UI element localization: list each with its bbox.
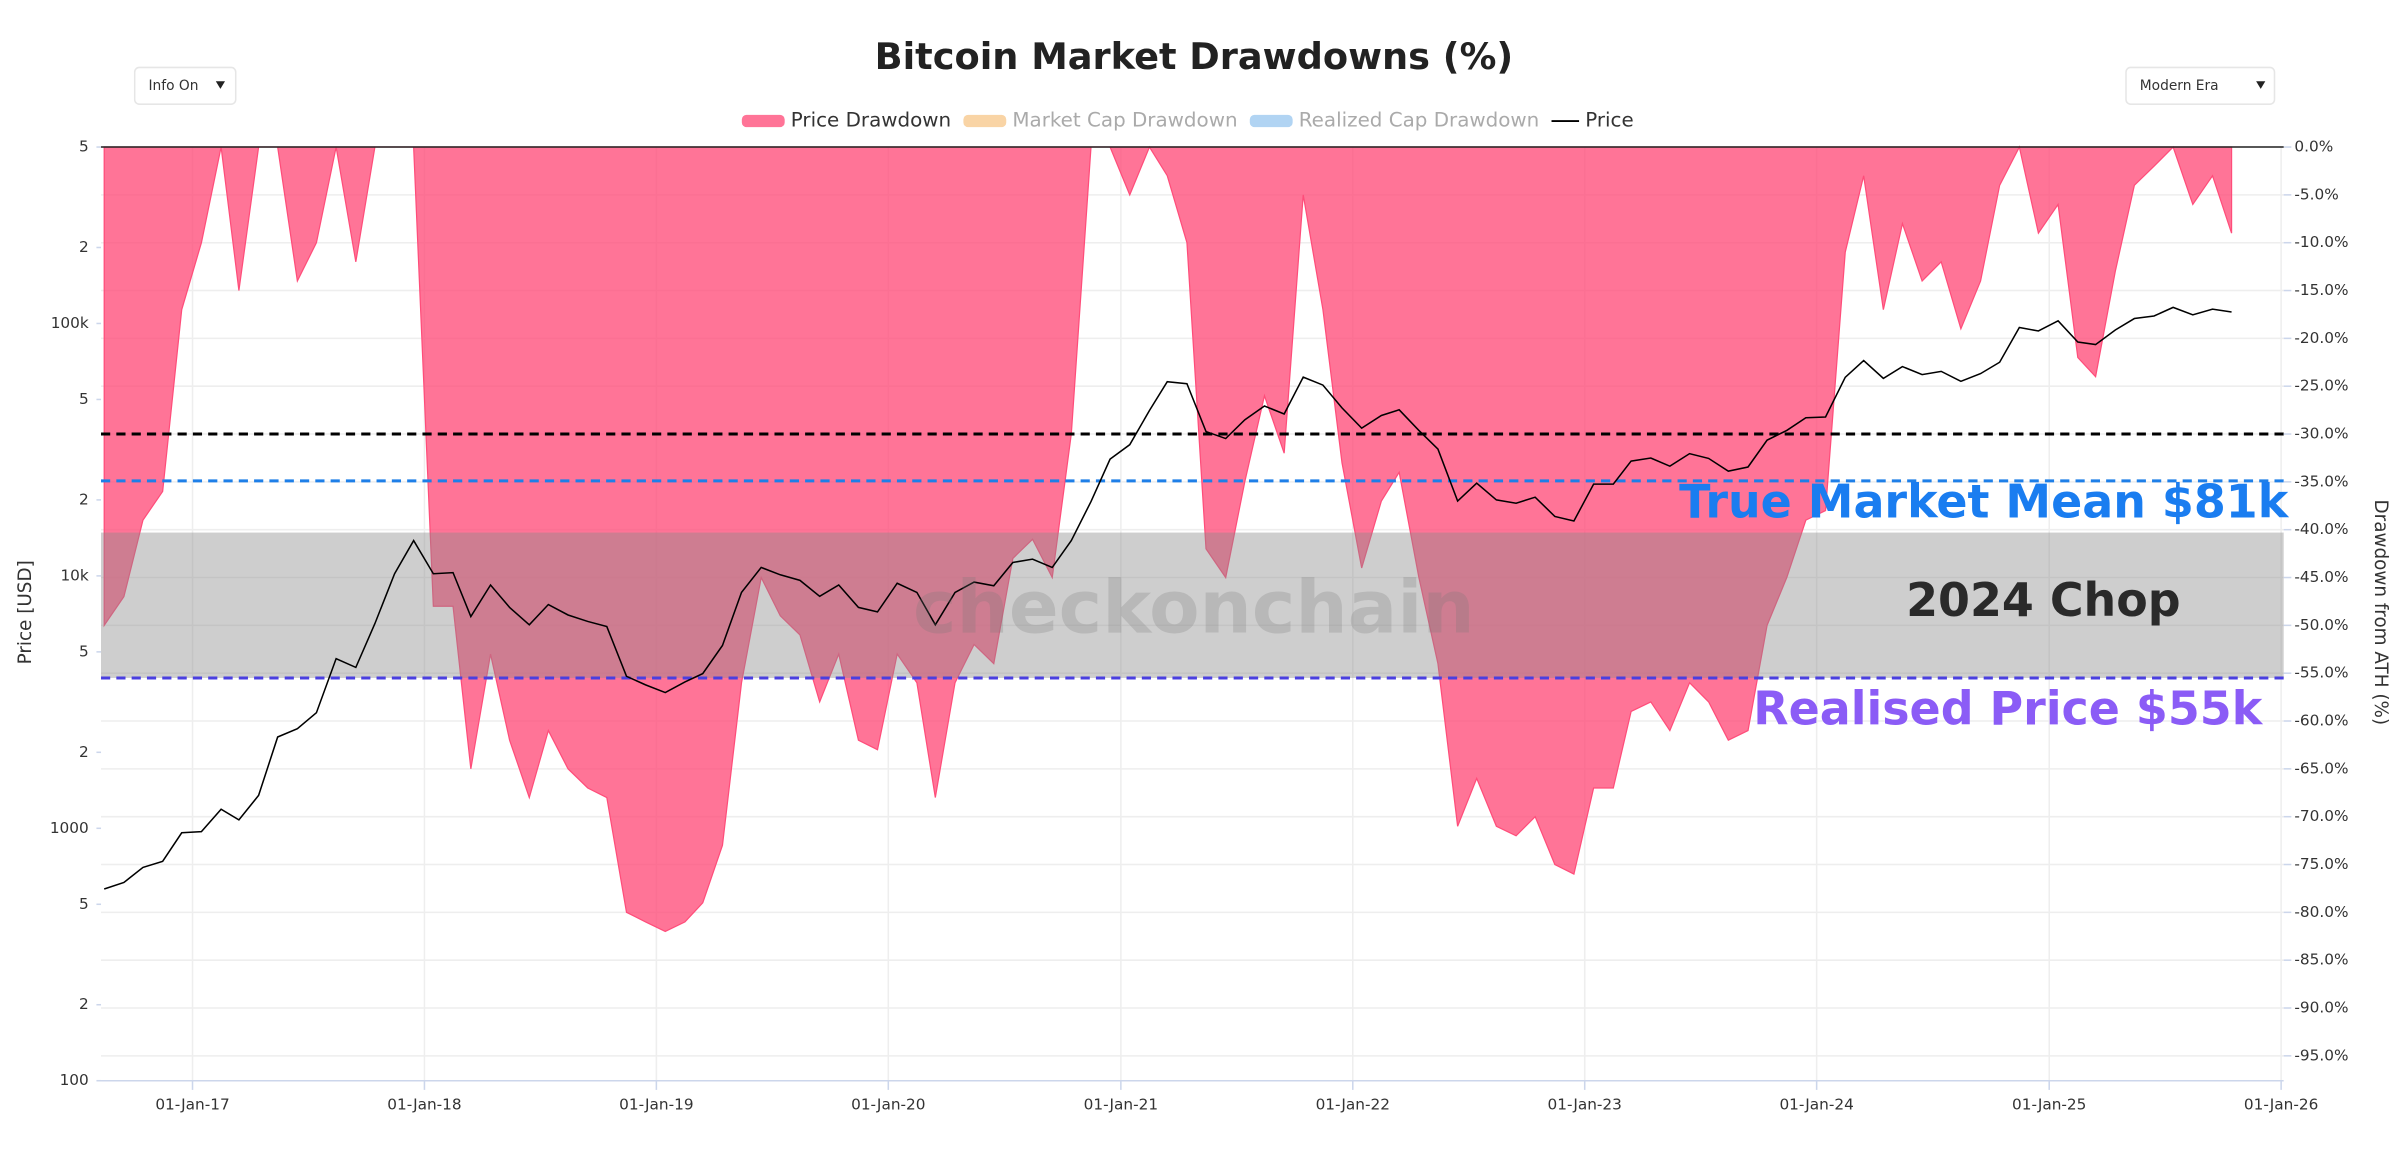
band-label: 2024 Chop — [1906, 573, 2181, 627]
watermark: checkonchain — [913, 565, 1475, 650]
legend-label[interactable]: Price Drawdown — [791, 109, 951, 132]
x-tick-label: 01-Jan-24 — [1779, 1096, 1853, 1114]
dropdown-box[interactable] — [133, 66, 237, 105]
y-tick-label: 100 — [60, 1071, 89, 1089]
y2-tick-label: -75.0% — [2294, 855, 2348, 873]
y2-tick-label: -70.0% — [2294, 807, 2348, 825]
y-tick-label: 2 — [79, 490, 89, 508]
y2-tick-label: -35.0% — [2294, 472, 2348, 490]
x-tick-label: 01-Jan-18 — [387, 1096, 461, 1114]
legend-swatch — [741, 114, 785, 128]
y-tick-label: 2 — [79, 995, 89, 1013]
price-line — [103, 306, 2232, 890]
era-dropdown[interactable]: Modern Era — [2125, 66, 2276, 105]
legend-item[interactable]: Market Cap Drawdown — [963, 109, 1238, 132]
y2-tick-label: -25.0% — [2294, 377, 2348, 395]
y-tick-label: 2 — [79, 238, 89, 256]
dropdown-label[interactable]: Modern Era — [2140, 78, 2219, 94]
y2-tick-label: 0.0% — [2294, 138, 2333, 156]
y2-axis-title: Drawdown from ATH (%) — [2370, 500, 2391, 726]
legend-item[interactable]: Price — [1551, 109, 1634, 132]
x-tick-label: 01-Jan-25 — [2012, 1096, 2086, 1114]
legend-item[interactable]: Price Drawdown — [741, 109, 951, 132]
y2-tick-label: -95.0% — [2294, 1046, 2348, 1064]
y-tick-label: 5 — [79, 138, 89, 156]
legend-label[interactable]: Realized Cap Drawdown — [1299, 109, 1540, 132]
legend-label[interactable]: Market Cap Drawdown — [1012, 109, 1237, 132]
y2-tick-label: -85.0% — [2294, 951, 2348, 969]
y-tick-label: 1000 — [50, 819, 89, 837]
y2-tick-label: -5.0% — [2294, 185, 2338, 203]
y2-tick-label: -15.0% — [2294, 281, 2348, 299]
y2-tick-label: -65.0% — [2294, 759, 2348, 777]
y-tick-label: 10k — [60, 566, 88, 584]
y2-tick-label: -30.0% — [2294, 425, 2348, 443]
x-tick-label: 01-Jan-22 — [1316, 1096, 1390, 1114]
y2-tick-label: -60.0% — [2294, 712, 2348, 730]
legend-swatch — [1249, 114, 1293, 128]
dropdown-arrow — [2256, 81, 2266, 89]
dropdown-label[interactable]: Info On — [148, 78, 198, 94]
x-tick-label: 01-Jan-21 — [1084, 1096, 1158, 1114]
legend: Price Drawdown Market Cap Drawdown Realize… — [741, 109, 1634, 132]
drawdown-area — [103, 145, 2233, 933]
axes: 01-Jan-17 01-Jan-18 01-Jan-19 01-Jan-20 01-J… — [15, 138, 2391, 1114]
x-tick-label: 01-Jan-17 — [155, 1096, 229, 1114]
y2-tick-label: -90.0% — [2294, 999, 2348, 1017]
y2-tick-label: -45.0% — [2294, 568, 2348, 586]
dropdown-box[interactable] — [2125, 66, 2276, 105]
y2-tick-label: -80.0% — [2294, 903, 2348, 921]
y2-tick-label: -40.0% — [2294, 520, 2348, 538]
x-tick-label: 01-Jan-23 — [1548, 1096, 1622, 1114]
legend-item[interactable]: Realized Cap Drawdown — [1249, 109, 1540, 132]
y-axis-title: Price [USD] — [15, 560, 36, 664]
legend-label[interactable]: Price — [1585, 109, 1633, 132]
y2-tick-label: -50.0% — [2294, 616, 2348, 634]
y-tick-label: 100k — [51, 314, 89, 332]
chop-band — [101, 532, 2284, 678]
y-tick-label: 5 — [79, 390, 89, 408]
x-tick-label: 01-Jan-26 — [2244, 1096, 2318, 1114]
info-dropdown[interactable]: Info On — [133, 66, 237, 105]
legend-swatch — [963, 114, 1007, 128]
y2-tick-label: -20.0% — [2294, 329, 2348, 347]
x-tick-label: 01-Jan-20 — [851, 1096, 925, 1114]
plot-area: 2024 Chop checkonchain True Market Mean $8… — [101, 145, 2290, 933]
y2-tick-label: -10.0% — [2294, 233, 2348, 251]
y-tick-label: 5 — [79, 642, 89, 660]
y-tick-label: 2 — [79, 743, 89, 761]
annotation: Realised Price $55k — [1753, 681, 2263, 735]
chart-title: Bitcoin Market Drawdowns (%) — [875, 35, 1514, 78]
y2-tick-label: -55.0% — [2294, 664, 2348, 682]
dropdown-arrow — [215, 81, 225, 89]
annotation: True Market Mean $81k — [1679, 475, 2290, 529]
x-tick-label: 01-Jan-19 — [619, 1096, 693, 1114]
y-tick-label: 5 — [79, 895, 89, 913]
